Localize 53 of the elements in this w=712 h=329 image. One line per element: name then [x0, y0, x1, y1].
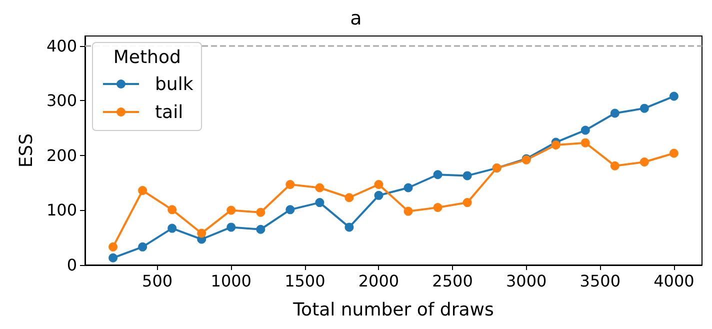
legend-label: tail: [155, 102, 184, 122]
point: [669, 92, 678, 101]
point: [256, 224, 266, 234]
x-tick-label: 2500: [432, 272, 473, 290]
point: [108, 242, 118, 252]
point: [462, 198, 472, 208]
point: [286, 205, 295, 214]
point: [580, 138, 590, 148]
point: [138, 242, 148, 252]
point: [551, 140, 560, 150]
point: [669, 148, 678, 158]
x-tick-label: 4000: [654, 272, 694, 290]
point: [374, 180, 384, 189]
x-tick-label: 3500: [580, 272, 621, 290]
point: [580, 126, 590, 135]
x-tick-label: 1000: [210, 272, 252, 290]
point: [286, 180, 295, 189]
y-tick-label: 400: [46, 36, 77, 56]
legend-title: Method: [112, 47, 182, 68]
x-tick-label: 3000: [506, 272, 547, 290]
x-tick-label: 1500: [284, 272, 326, 290]
point: [640, 158, 649, 166]
x-tick-label: 500: [142, 272, 173, 290]
y-axis-title: ESS: [16, 133, 38, 168]
point: [404, 206, 413, 216]
point: [344, 222, 354, 232]
point: [256, 208, 266, 217]
point: [226, 206, 236, 215]
point: [197, 228, 206, 238]
y-tick-label: 200: [46, 146, 77, 165]
chart-title: a: [350, 8, 362, 30]
y-tick-label: 0: [66, 256, 77, 274]
x-tick-label: 2000: [358, 272, 400, 290]
point: [108, 253, 118, 262]
x-axis-title: Total number of draws: [292, 300, 494, 320]
point: [374, 190, 384, 200]
point: [168, 224, 177, 233]
point: [315, 183, 324, 192]
y-tick-label: 100: [46, 200, 77, 220]
legend-label: bulk: [155, 74, 194, 94]
point: [462, 171, 472, 180]
point: [344, 193, 354, 202]
point: [433, 170, 442, 180]
point: [404, 183, 413, 192]
point: [315, 198, 324, 208]
point: [138, 186, 148, 195]
point: [610, 108, 620, 118]
point: [610, 161, 620, 170]
point: [168, 205, 177, 214]
point: [226, 222, 236, 232]
point: [640, 104, 649, 113]
y-tick-label: 300: [46, 91, 77, 110]
point: [433, 202, 442, 212]
